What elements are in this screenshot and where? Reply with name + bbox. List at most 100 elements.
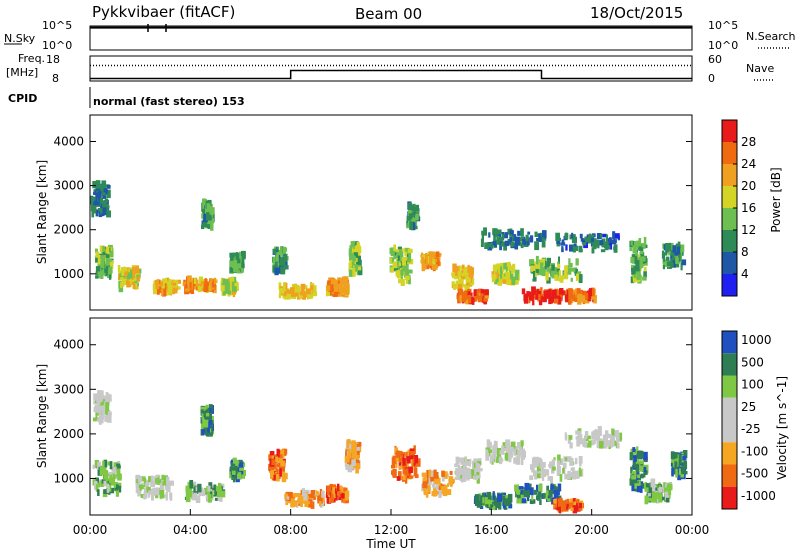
heatmap-cell xyxy=(592,238,597,246)
heatmap-cell xyxy=(352,240,355,249)
heatmap-cell xyxy=(428,477,432,486)
heatmap-cell xyxy=(136,488,140,492)
heatmap-cell xyxy=(316,491,319,495)
heatmap-cell xyxy=(559,288,564,295)
heatmap-cell xyxy=(469,458,472,465)
heatmap-cell xyxy=(633,241,637,247)
heatmap-cell xyxy=(90,196,94,205)
heatmap-cell xyxy=(189,480,194,489)
heatmap-cell xyxy=(542,468,546,477)
heatmap-cell xyxy=(135,480,141,489)
heatmap-cell xyxy=(669,242,674,252)
heatmap-cell xyxy=(630,466,633,474)
heatmap-cell xyxy=(433,487,438,497)
heatmap-cell xyxy=(485,504,489,508)
heatmap-cell xyxy=(539,460,543,469)
heatmap-cell xyxy=(569,293,573,297)
heatmap-cell xyxy=(504,452,509,461)
heatmap-cell xyxy=(520,490,526,498)
heatmap-cell xyxy=(656,497,660,504)
heatmap-cell xyxy=(524,482,530,491)
heatmap-cell xyxy=(97,400,101,405)
heatmap-cell xyxy=(564,473,569,480)
heatmap-cell xyxy=(394,447,399,453)
heatmap-cell xyxy=(283,283,286,292)
heatmap-cell xyxy=(235,252,240,260)
heatmap-cell xyxy=(505,271,510,280)
heatmap-cell xyxy=(570,277,573,282)
heatmap-cell xyxy=(510,446,514,452)
heatmap-cell xyxy=(463,462,466,467)
heatmap-cell xyxy=(272,264,275,273)
heatmap-cell xyxy=(553,298,559,304)
heatmap-cell xyxy=(674,461,678,469)
heatmap-cell xyxy=(344,459,349,467)
heatmap-cell xyxy=(605,238,611,244)
heatmap-cell xyxy=(232,290,236,295)
heatmap-cell xyxy=(589,288,592,297)
heatmap-cell xyxy=(480,289,485,297)
heatmap-cell xyxy=(337,483,340,492)
heatmap-cell xyxy=(351,265,356,273)
heatmap-cell xyxy=(116,468,121,478)
heatmap-cell xyxy=(321,490,325,498)
heatmap-cell xyxy=(271,459,276,465)
heatmap-cell xyxy=(474,494,480,502)
heatmap-cell xyxy=(100,263,105,272)
heatmap-cell xyxy=(541,237,545,242)
heatmap-cell xyxy=(550,288,553,293)
heatmap-cell xyxy=(351,440,356,450)
heatmap-cell xyxy=(650,478,656,488)
heatmap-cell xyxy=(105,398,110,404)
heatmap-cell xyxy=(451,281,455,286)
heatmap-cell xyxy=(390,267,394,273)
heatmap-cell xyxy=(568,502,572,510)
heatmap-cell xyxy=(352,269,356,277)
heatmap-cell xyxy=(195,495,201,503)
colorbar-tick-label: 100 xyxy=(741,378,764,392)
heatmap-cell xyxy=(679,253,682,261)
heatmap-cell xyxy=(454,276,458,280)
heatmap-cell xyxy=(131,280,136,285)
heatmap-cell xyxy=(468,473,472,476)
heatmap-cell xyxy=(348,269,353,277)
heatmap-cell xyxy=(464,290,469,295)
heatmap-cell xyxy=(544,492,548,500)
heatmap-cell xyxy=(99,257,103,266)
heatmap-cell xyxy=(647,492,651,497)
heatmap-cell xyxy=(356,446,360,451)
heatmap-cell xyxy=(407,259,411,263)
heatmap-cell xyxy=(552,466,556,471)
heatmap-cell xyxy=(631,484,637,492)
heatmap-cell xyxy=(633,274,637,279)
heatmap-cell xyxy=(114,470,117,475)
heatmap-cell xyxy=(276,473,280,482)
heatmap-cell xyxy=(534,241,540,251)
heatmap-cell xyxy=(636,446,639,455)
heatmap-cell xyxy=(232,462,235,466)
heatmap-cell xyxy=(431,491,434,497)
heatmap-cell xyxy=(619,432,623,441)
heatmap-cell xyxy=(354,459,358,467)
heatmap-cell xyxy=(122,279,125,287)
heatmap-cell xyxy=(177,286,181,290)
heatmap-cell xyxy=(610,435,615,441)
heatmap-cell xyxy=(537,491,542,498)
heatmap-cell xyxy=(399,256,402,263)
heatmap-cell xyxy=(559,497,563,507)
heatmap-cell xyxy=(657,490,661,500)
heatmap-cell xyxy=(677,471,682,481)
heatmap-cell xyxy=(568,296,572,305)
heatmap-cell xyxy=(229,285,232,290)
heatmap-cell xyxy=(413,203,416,208)
heatmap-cell xyxy=(575,457,578,465)
heatmap-cell xyxy=(277,260,283,268)
heatmap-cell xyxy=(97,208,101,214)
heatmap-cell xyxy=(405,476,408,484)
heatmap-cell xyxy=(634,483,639,489)
y-tick-label: 3000 xyxy=(53,179,84,193)
heatmap-cell xyxy=(593,294,597,301)
heatmap-cell xyxy=(230,463,233,468)
heatmap-cell xyxy=(184,284,189,292)
heatmap-cell xyxy=(203,487,208,495)
